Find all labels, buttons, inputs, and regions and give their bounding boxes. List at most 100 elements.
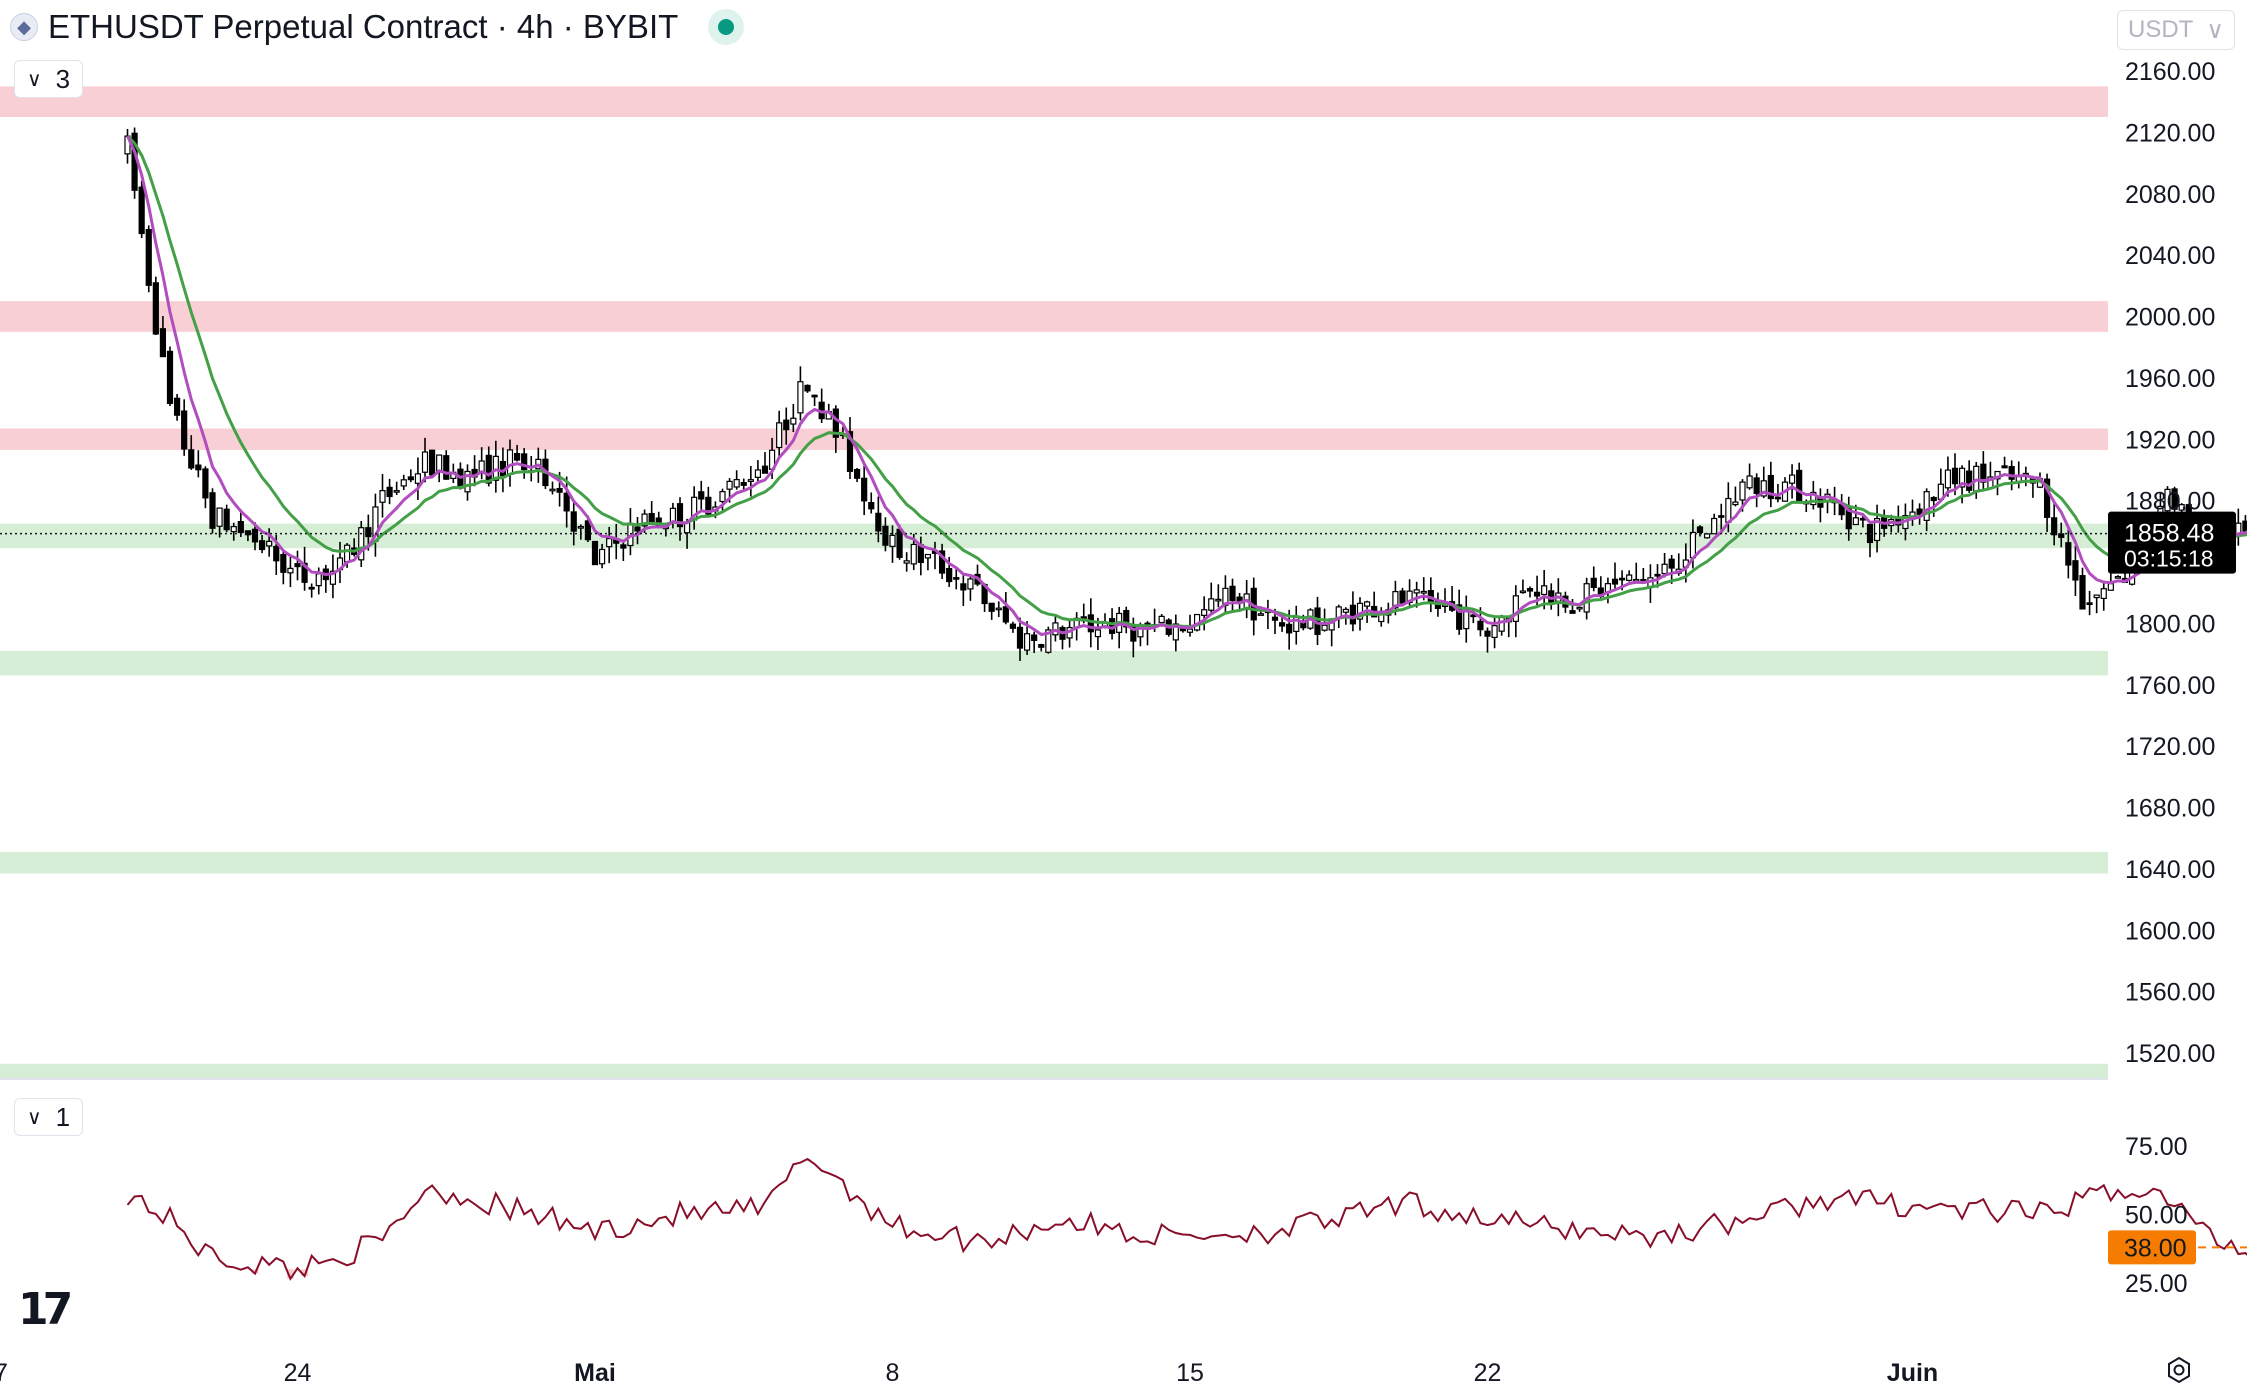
candle-body xyxy=(1016,626,1024,649)
main-legend-count: 3 xyxy=(55,63,71,94)
candle-body xyxy=(1852,517,1859,526)
gear-icon[interactable] xyxy=(2164,1355,2194,1385)
candle-body xyxy=(946,567,953,583)
candle-body xyxy=(761,465,769,474)
candle-body xyxy=(577,525,584,529)
candle-body xyxy=(868,502,875,510)
candle-body xyxy=(1094,629,1102,638)
candle-body xyxy=(1413,589,1420,594)
candle-body xyxy=(443,455,450,480)
candle-body xyxy=(393,490,400,493)
candle-body xyxy=(358,527,365,561)
candle-body xyxy=(1767,474,1774,500)
chevron-down-icon: ∨ xyxy=(27,68,42,91)
candle-body xyxy=(846,431,854,472)
time-tick-label: 24 xyxy=(284,1359,312,1387)
candle-body xyxy=(2100,588,2107,600)
candle-body xyxy=(2086,602,2093,605)
rsi-layer xyxy=(126,1157,2247,1281)
chevron-down-icon: ∨ xyxy=(2206,16,2224,44)
candle-body xyxy=(889,534,896,547)
tradingview-logo-icon[interactable]: 17 xyxy=(18,1284,73,1335)
candle-body xyxy=(237,521,244,534)
candle-body xyxy=(853,468,861,479)
rsi-line xyxy=(126,1157,2247,1281)
candle-body xyxy=(1002,606,1009,623)
candle-body xyxy=(421,451,429,473)
candle-body xyxy=(2008,466,2015,480)
candle-body xyxy=(1923,491,1930,521)
candle-body xyxy=(294,563,301,568)
candle-body xyxy=(209,492,216,529)
candle-body xyxy=(1342,608,1349,613)
currency-selector[interactable]: USDT ∨ xyxy=(2117,10,2235,50)
candle-body xyxy=(1873,518,1881,542)
currency-value: USDT xyxy=(2128,16,2194,43)
main-legend-toggle[interactable]: ∨ 3 xyxy=(14,60,84,98)
support-zone-4 xyxy=(0,650,2108,676)
candle-body xyxy=(641,513,648,527)
candle-body xyxy=(1774,496,1782,500)
candle-body xyxy=(995,607,1002,611)
candle-body xyxy=(2079,575,2086,610)
candle-body xyxy=(1215,598,1222,602)
candle-body xyxy=(2051,517,2058,536)
candle-body xyxy=(1668,558,1675,569)
candle-body xyxy=(188,449,195,469)
candle-body xyxy=(1420,590,1427,594)
candle-body xyxy=(1796,469,1803,504)
chart-header: ◆ ETHUSDT Perpetual Contract · 4h · BYBI… xyxy=(10,8,745,46)
candle-body xyxy=(1045,629,1052,653)
axes-layer: 2160.00 2120.00 2080.00 2040.00 2000.00 1960.… xyxy=(0,58,2236,1387)
candle-body xyxy=(365,527,372,538)
candle-body xyxy=(152,282,159,335)
candle-body xyxy=(804,384,811,392)
candle-body xyxy=(719,491,726,503)
candle-body xyxy=(1031,634,1038,641)
candle-body xyxy=(1618,577,1626,581)
candle-body xyxy=(570,511,577,532)
resistance-zone-2 xyxy=(0,428,2108,450)
rsi-legend-toggle[interactable]: ∨ 1 xyxy=(14,1098,84,1136)
candle-countdown: 03:15:18 xyxy=(2124,546,2214,572)
candle-body xyxy=(790,417,797,425)
candle-body xyxy=(733,478,740,488)
candle-body xyxy=(648,513,655,524)
candle-body xyxy=(1739,481,1746,501)
candle-body xyxy=(598,548,606,565)
resistance-zone-1 xyxy=(0,301,2108,332)
candle-body xyxy=(1958,467,1966,488)
candle-body xyxy=(485,454,492,484)
price-tick-label: 1560.00 xyxy=(2125,979,2215,1007)
candle-body xyxy=(1541,585,1548,596)
candle-body xyxy=(2001,465,2008,469)
rsi-level-value: 38.00 xyxy=(2124,1234,2187,1262)
zones-layer xyxy=(0,86,2108,1080)
candle-body xyxy=(705,496,712,515)
candle-body xyxy=(195,464,202,471)
candle-body xyxy=(832,408,839,438)
candle-body xyxy=(1661,563,1668,575)
candle-body xyxy=(1321,624,1328,631)
candle-body xyxy=(1711,517,1718,535)
candle-body xyxy=(861,477,868,502)
price-tick-label: 1520.00 xyxy=(2125,1040,2215,1068)
candle-body xyxy=(1484,630,1491,637)
rsi-tick-label: 25.00 xyxy=(2125,1270,2188,1298)
candle-body xyxy=(1271,616,1279,621)
rsi-level-label: 38.00 xyxy=(2108,1230,2196,1265)
candle-body xyxy=(315,573,322,587)
candle-body xyxy=(521,453,528,471)
candle-body xyxy=(273,545,280,562)
candle-body xyxy=(1916,508,1923,515)
candle-body xyxy=(436,454,443,473)
price-tick-label: 2160.00 xyxy=(2125,58,2215,86)
candle-body xyxy=(1491,625,1498,639)
candle-body xyxy=(1944,469,1952,489)
rsi-legend-count: 1 xyxy=(55,1101,71,1132)
support-zone-3 xyxy=(0,523,2108,549)
candle-body xyxy=(1286,623,1293,634)
candle-body xyxy=(563,492,570,512)
candle-body xyxy=(967,578,974,590)
